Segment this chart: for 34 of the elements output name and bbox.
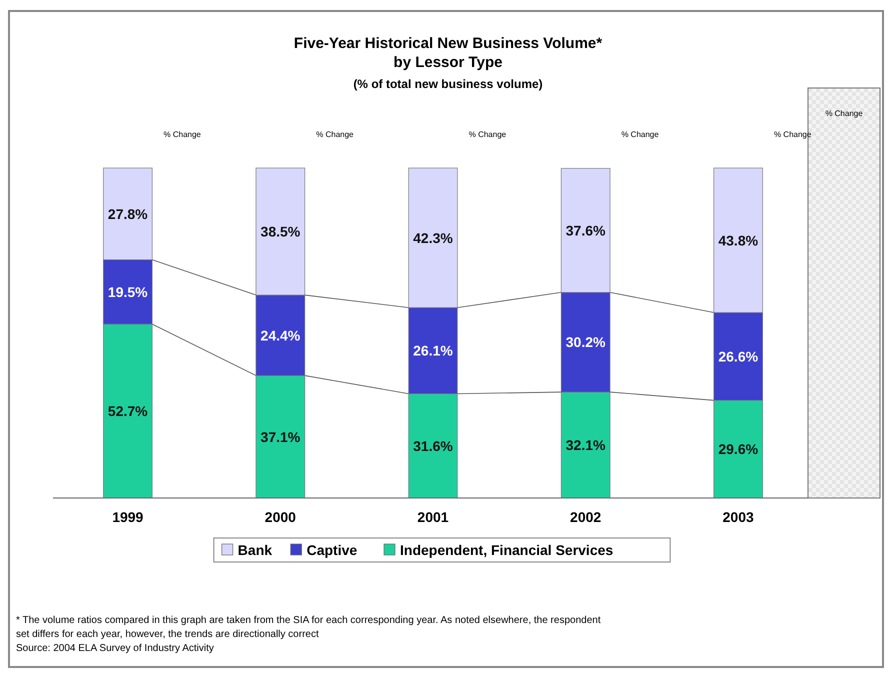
legend-label: Captive	[306, 542, 358, 558]
text: % Change	[468, 130, 507, 139]
x-tick-label: 2000	[264, 509, 296, 525]
data-label: 31.6%	[413, 438, 454, 454]
data-label: 26.6%	[718, 348, 759, 364]
data-label: 37.1%	[260, 428, 301, 445]
chart-subtitle: (% of total new business volume)	[353, 77, 543, 91]
data-label: 32.1%	[566, 437, 606, 454]
chart-title: Five-Year Historical New Business Volume* by Lessor Type	[294, 35, 602, 71]
text: % Change	[164, 130, 202, 139]
data-label: 30.2%	[566, 334, 606, 350]
text: set differs for each year, however, the trends are directionally correct	[16, 629, 319, 640]
data-label: 42.3%	[413, 230, 454, 246]
x-tick-label: 2002	[570, 509, 602, 525]
text: % Change	[825, 109, 864, 118]
data-label: 19.5%	[108, 284, 148, 300]
data-label: 38.5%	[260, 224, 301, 240]
data-label: 27.8%	[108, 206, 148, 222]
text: % Change	[316, 130, 354, 139]
source-note: Source: 2004 ELA Survey of Industry Activity	[16, 643, 214, 654]
legend-label: Independent, Financial Services	[400, 542, 614, 558]
legend-label: Bank	[238, 542, 272, 558]
data-label: 24.4%	[260, 327, 301, 344]
text: % Change	[621, 130, 660, 139]
data-label: 37.6%	[566, 222, 606, 238]
data-label: 26.1%	[413, 342, 454, 359]
text: % Change	[774, 130, 812, 139]
data-label: 52.7%	[108, 403, 148, 420]
data-label: 43.8%	[718, 232, 759, 248]
text: * The volume ratios compared in this graph are taken from the SIA for each corresponding year. As noted elsewhere, the respondent	[16, 615, 601, 626]
x-tick-label: 2003	[722, 509, 754, 525]
x-tick-label: 1999	[112, 509, 144, 525]
data-label: 29.6%	[718, 441, 759, 458]
x-tick-label: 2001	[417, 509, 449, 525]
